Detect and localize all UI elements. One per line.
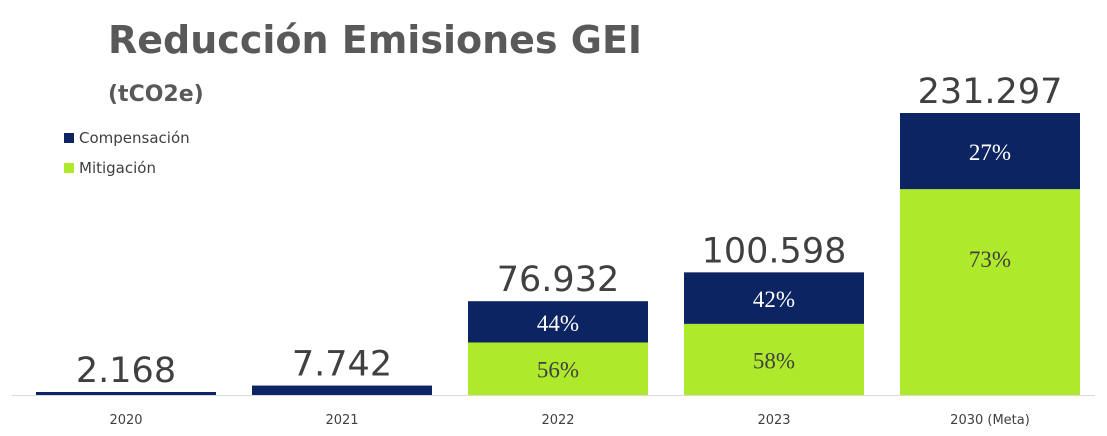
total-label-4: 231.297 <box>918 72 1063 112</box>
legend-label-mitigacion: Mitigación <box>79 159 156 177</box>
chart-subtitle: (tCO2e) <box>108 82 204 107</box>
legend-swatch-mitigacion <box>64 163 74 173</box>
bar-mitigacion-3 <box>684 323 864 395</box>
bar-mitigacion-4 <box>900 189 1080 395</box>
bar-compensacion-3 <box>684 272 864 324</box>
total-label-0: 2.168 <box>76 351 176 391</box>
bar-compensacion-2 <box>468 301 648 343</box>
bar-compensacion-1 <box>252 385 432 395</box>
x-tick-label-2: 2022 <box>541 413 574 428</box>
bar-compensacion-0 <box>36 392 216 395</box>
legend-swatch-compensacion <box>64 133 74 143</box>
chart-title: Reducción Emisiones GEI <box>108 18 643 62</box>
data-label-mitigacion-3: 58% <box>753 348 795 373</box>
total-label-3: 100.598 <box>702 231 847 271</box>
data-label-compensacion-2: 44% <box>537 311 579 336</box>
x-tick-label-3: 2023 <box>757 413 790 428</box>
data-label-mitigacion-4: 73% <box>969 247 1011 272</box>
legend-item-compensacion: Compensación <box>64 123 190 153</box>
bar-mitigacion-2 <box>468 342 648 395</box>
total-label-2: 76.932 <box>497 260 619 300</box>
data-label-compensacion-3: 42% <box>753 287 795 312</box>
x-tick-label-4: 2030 (Meta) <box>950 413 1030 428</box>
bar-compensacion-4 <box>900 113 1080 190</box>
x-tick-label-1: 2021 <box>325 413 358 428</box>
legend: Compensación Mitigación <box>64 123 190 183</box>
x-tick-label-0: 2020 <box>109 413 142 428</box>
total-label-1: 7.742 <box>292 345 392 385</box>
data-label-compensacion-4: 27% <box>969 140 1011 165</box>
legend-item-mitigacion: Mitigación <box>64 153 190 183</box>
data-label-mitigacion-2: 56% <box>537 358 579 383</box>
legend-label-compensacion: Compensación <box>79 129 190 147</box>
